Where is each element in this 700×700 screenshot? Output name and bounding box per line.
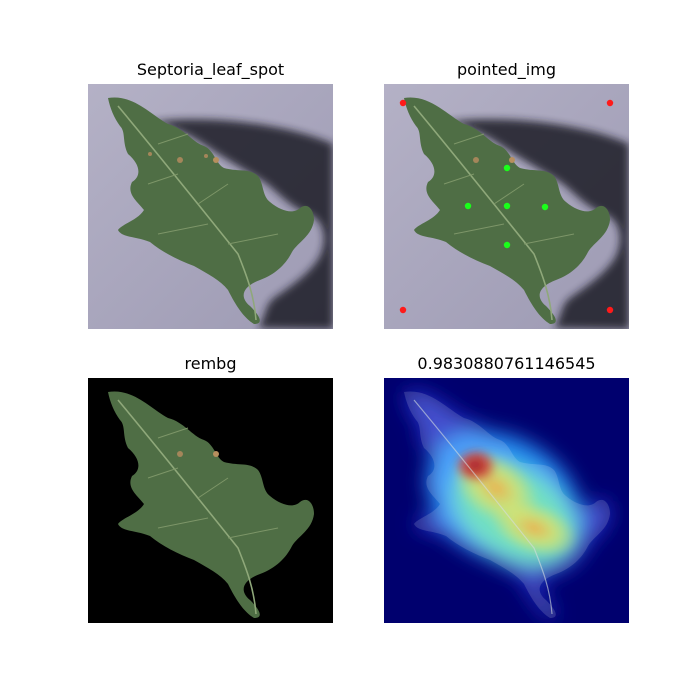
corner-point-bottom-left xyxy=(399,306,407,314)
panel-title-original: Septoria_leaf_spot xyxy=(136,60,285,79)
pointed-leaf-image xyxy=(384,84,629,329)
panel-title-pointed: pointed_img xyxy=(457,60,556,79)
corner-point-bottom-right xyxy=(606,306,614,314)
leaf-point-right xyxy=(541,203,549,211)
panel-title-rembg: rembg xyxy=(184,354,237,373)
corner-point-top-left xyxy=(399,99,407,107)
gradcam-heatmap-image xyxy=(384,378,629,623)
leaf-point-bottom xyxy=(503,241,511,249)
rembg-leaf-image xyxy=(88,378,333,623)
leaf-point-top xyxy=(503,164,511,172)
panel-title-heatmap-score: 0.9830880761146545 xyxy=(417,354,596,373)
leaf-point-left xyxy=(464,202,472,210)
leaf-point-center xyxy=(503,202,511,210)
corner-point-top-right xyxy=(606,99,614,107)
original-leaf-image xyxy=(88,84,333,329)
